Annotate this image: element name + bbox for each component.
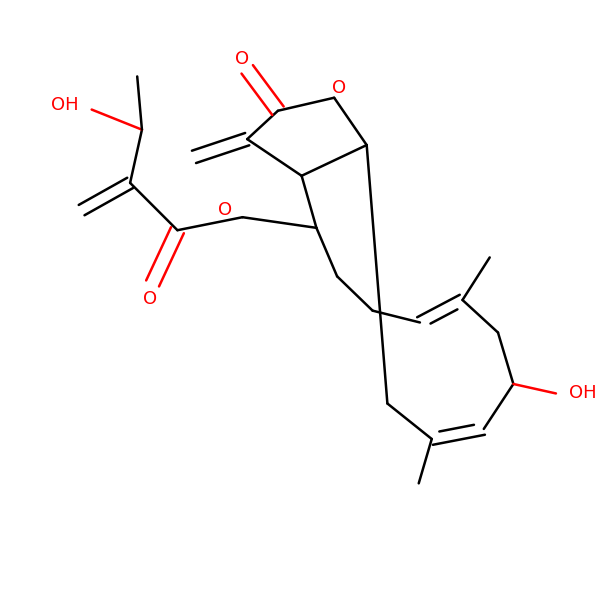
Text: O: O (143, 290, 157, 308)
Text: O: O (332, 79, 346, 97)
Text: O: O (235, 50, 250, 68)
Text: OH: OH (569, 385, 596, 403)
Text: OH: OH (51, 96, 79, 114)
Text: O: O (218, 201, 232, 219)
